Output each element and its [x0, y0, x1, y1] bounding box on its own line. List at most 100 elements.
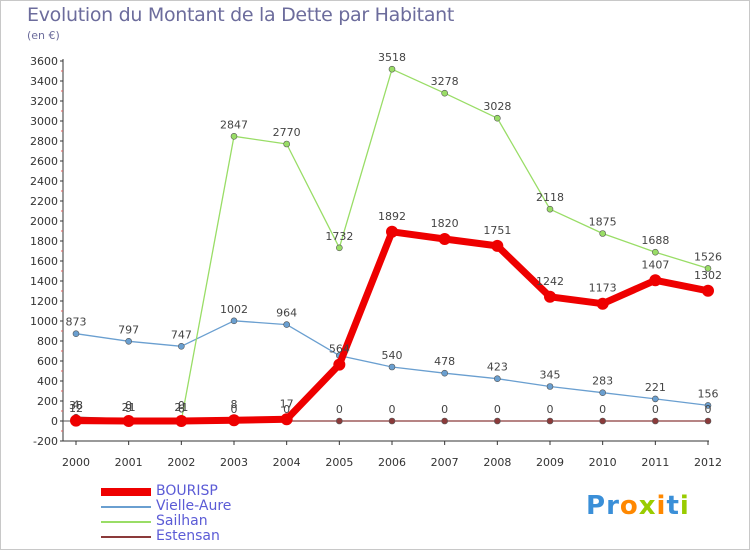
data-label-bourisp: 1302: [694, 269, 722, 282]
data-label-sailhan: 9: [125, 402, 132, 415]
data-label-bourisp: 1173: [589, 282, 617, 295]
y-tick-label: 2800: [30, 135, 58, 148]
chart-title: Evolution du Montant de la Dette par Hab…: [27, 4, 455, 26]
data-label-sailhan: 2847: [220, 118, 248, 131]
data-point-sailhan: [546, 205, 554, 213]
y-tick-label: 1200: [30, 295, 58, 308]
data-point-sailhan: [441, 89, 448, 97]
data-label-estensan: 38: [69, 399, 83, 412]
legend-swatch-sailhan: [101, 521, 151, 523]
data-point-vielle-aure: [230, 317, 238, 325]
y-tick-label: 200: [37, 395, 58, 408]
data-point-estensan: [388, 417, 396, 425]
data-point-estensan: [704, 417, 712, 425]
y-tick-label: 400: [37, 375, 58, 388]
data-label-sailhan: 3028: [483, 100, 511, 113]
data-point-sailhan: [652, 248, 659, 256]
data-point-estensan: [652, 417, 659, 425]
data-label-sailhan: 2118: [536, 191, 564, 204]
legend-swatch-bourisp: [101, 488, 151, 496]
data-label-estensan: 0: [599, 403, 606, 416]
data-point-sailhan: [388, 65, 396, 73]
data-point-estensan: [546, 417, 554, 425]
data-label-estensan: 0: [494, 403, 501, 416]
data-label-vielle-aure: 747: [171, 328, 192, 341]
x-tick-label: 2003: [220, 456, 248, 469]
y-tick-label: 3600: [30, 55, 58, 68]
data-label-vielle-aure: 156: [698, 387, 719, 400]
data-label-estensan: 0: [547, 403, 554, 416]
data-label-bourisp: 8: [231, 398, 238, 411]
data-label-bourisp: 1892: [378, 210, 406, 223]
logo-letter: i: [656, 491, 667, 521]
y-tick-label: 3400: [30, 75, 58, 88]
data-label-vielle-aure: 283: [592, 375, 613, 388]
data-point-vielle-aure: [441, 369, 448, 377]
data-point-bourisp: [175, 415, 188, 427]
data-label-estensan: 21: [122, 401, 136, 414]
x-tick-label: 2000: [62, 456, 90, 469]
data-point-bourisp: [702, 284, 714, 297]
legend-label-estensan: Estensan: [156, 528, 220, 544]
y-tick-label: 2000: [30, 215, 58, 228]
chart-subtitle: (en €): [27, 29, 60, 42]
data-point-bourisp: [333, 358, 346, 371]
data-point-vielle-aure: [546, 383, 554, 390]
data-label-bourisp: 4: [73, 399, 80, 412]
proxiti-logo: Proxiti: [586, 491, 690, 521]
chart-legend: BOURISP Vielle-Aure Sailhan Estensan: [101, 483, 301, 546]
data-label-estensan: 0: [441, 403, 448, 416]
data-label-bourisp: 1820: [431, 217, 459, 230]
legend-swatch-estensan: [101, 536, 151, 538]
data-label-sailhan: 1526: [694, 250, 722, 263]
data-point-estensan: [336, 417, 343, 425]
y-tick-label: 600: [37, 355, 58, 368]
x-tick-label: 2012: [694, 456, 722, 469]
x-tick-label: 2006: [378, 456, 406, 469]
data-point-bourisp: [544, 290, 556, 303]
data-label-sailhan: 1732: [325, 230, 353, 243]
data-label-estensan: 0: [283, 403, 290, 416]
data-point-bourisp: [280, 413, 293, 426]
data-label-sailhan: 1688: [641, 234, 669, 247]
data-label-vielle-aure: 964: [276, 307, 297, 320]
legend-label-sailhan: Sailhan: [156, 513, 208, 529]
logo-letter: t: [666, 491, 680, 521]
data-point-sailhan: [599, 230, 606, 237]
data-point-vielle-aure: [494, 375, 501, 383]
data-point-estensan: [494, 417, 501, 425]
data-point-estensan: [599, 417, 606, 425]
data-label-vielle-aure: 873: [66, 316, 87, 329]
data-point-vielle-aure: [178, 342, 185, 350]
data-point-bourisp: [70, 414, 82, 427]
x-tick-label: 2005: [325, 456, 353, 469]
legend-item-estensan: Estensan: [101, 528, 301, 546]
data-point-bourisp: [122, 415, 135, 427]
data-label-bourisp: 0: [125, 399, 132, 412]
y-tick-label: 3200: [30, 95, 58, 108]
data-label-vielle-aure: 540: [382, 349, 403, 362]
data-point-sailhan: [704, 265, 712, 272]
data-label-sailhan: 2770: [273, 126, 301, 139]
data-point-sailhan: [494, 114, 501, 122]
x-tick-label: 2008: [483, 456, 511, 469]
data-point-bourisp: [228, 414, 240, 427]
data-point-bourisp: [438, 233, 451, 245]
data-label-sailhan: 3518: [378, 51, 406, 64]
x-tick-label: 2007: [431, 456, 459, 469]
data-label-vielle-aure: 1002: [220, 303, 248, 316]
logo-letter: P: [586, 491, 607, 521]
y-tick-label: 1800: [30, 235, 58, 248]
data-label-vielle-aure: 478: [434, 355, 455, 368]
data-label-bourisp: 1407: [641, 258, 669, 271]
data-label-bourisp: 17: [280, 397, 294, 410]
data-point-vielle-aure: [388, 363, 396, 371]
data-label-vielle-aure: 221: [645, 381, 666, 394]
data-point-vielle-aure: [125, 337, 132, 345]
data-label-sailhan: 12: [69, 402, 83, 415]
series-line-bourisp: [75, 228, 709, 425]
x-tick-label: 2009: [536, 456, 564, 469]
y-tick-label: -200: [33, 435, 58, 448]
data-point-bourisp: [386, 225, 398, 238]
